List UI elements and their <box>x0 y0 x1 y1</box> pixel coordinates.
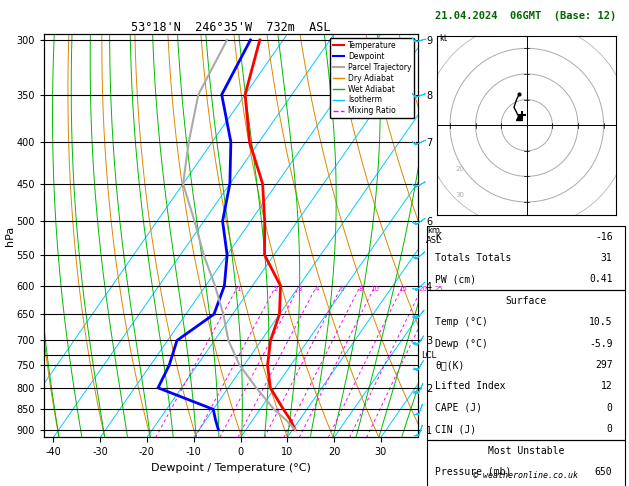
Text: 2: 2 <box>274 286 278 292</box>
Text: 0.41: 0.41 <box>589 275 613 284</box>
Text: θᴄ(K): θᴄ(K) <box>435 360 464 370</box>
Text: 1: 1 <box>236 286 240 292</box>
Text: 8: 8 <box>358 286 363 292</box>
Text: CAPE (J): CAPE (J) <box>435 403 482 413</box>
Text: Surface: Surface <box>505 296 547 306</box>
Text: © weatheronline.co.uk: © weatheronline.co.uk <box>474 471 578 480</box>
Text: 15: 15 <box>398 286 407 292</box>
Text: 25: 25 <box>435 286 443 292</box>
Text: PW (cm): PW (cm) <box>435 275 476 284</box>
Text: 0: 0 <box>606 424 613 434</box>
Text: 30: 30 <box>455 192 464 198</box>
Text: 21.04.2024  06GMT  (Base: 12): 21.04.2024 06GMT (Base: 12) <box>435 11 616 21</box>
Text: CIN (J): CIN (J) <box>435 424 476 434</box>
Text: 3: 3 <box>298 286 302 292</box>
Y-axis label: km
ASL: km ASL <box>426 226 442 245</box>
Legend: Temperature, Dewpoint, Parcel Trajectory, Dry Adiabat, Wet Adiabat, Isotherm, Mi: Temperature, Dewpoint, Parcel Trajectory… <box>330 38 415 119</box>
X-axis label: Dewpoint / Temperature (°C): Dewpoint / Temperature (°C) <box>151 463 311 473</box>
Text: 12: 12 <box>601 382 613 391</box>
Text: Dewp (°C): Dewp (°C) <box>435 339 488 348</box>
Text: 6: 6 <box>340 286 344 292</box>
Text: 4: 4 <box>314 286 319 292</box>
Text: Lifted Index: Lifted Index <box>435 382 506 391</box>
Text: 20: 20 <box>418 286 427 292</box>
Text: 297: 297 <box>595 360 613 370</box>
Text: 20: 20 <box>455 166 464 172</box>
Text: 10.5: 10.5 <box>589 317 613 327</box>
Text: kt: kt <box>440 34 448 43</box>
Text: 10: 10 <box>370 286 380 292</box>
Y-axis label: hPa: hPa <box>5 226 15 246</box>
Text: -5.9: -5.9 <box>589 339 613 348</box>
Text: Most Unstable: Most Unstable <box>487 446 564 455</box>
Text: Pressure (mb): Pressure (mb) <box>435 467 511 477</box>
Title: 53°18'N  246°35'W  732m  ASL: 53°18'N 246°35'W 732m ASL <box>131 21 331 34</box>
Text: 31: 31 <box>601 253 613 263</box>
Text: K: K <box>435 232 441 242</box>
Text: Temp (°C): Temp (°C) <box>435 317 488 327</box>
Text: LCL: LCL <box>421 351 436 360</box>
Text: 0: 0 <box>606 403 613 413</box>
Text: -16: -16 <box>595 232 613 242</box>
Text: 650: 650 <box>595 467 613 477</box>
Text: Totals Totals: Totals Totals <box>435 253 511 263</box>
